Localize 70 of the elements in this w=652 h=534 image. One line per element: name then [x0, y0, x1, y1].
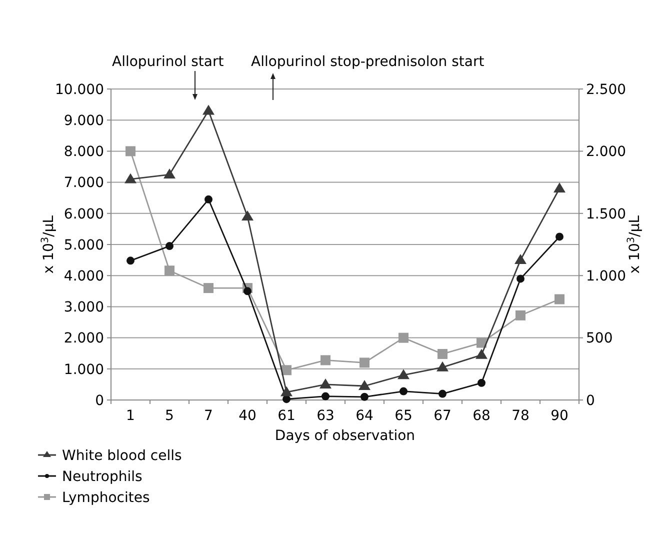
- y-tick-label: 10.000: [55, 82, 104, 98]
- point: [358, 380, 370, 390]
- x-tick-label: 68: [472, 408, 490, 424]
- y-tick-label: 4.000: [64, 268, 104, 284]
- x-tick-label: 64: [356, 408, 374, 424]
- point: [476, 338, 486, 348]
- y2-tick-label: 1.000: [586, 268, 626, 284]
- point: [202, 104, 214, 115]
- point: [282, 395, 290, 404]
- y-tick-label: 5.000: [64, 237, 104, 254]
- point: [514, 254, 526, 264]
- text: Allopurinol stop-prednisolon start: [251, 54, 485, 70]
- point: [164, 168, 176, 179]
- point: [398, 332, 408, 343]
- x-tick-label: 40: [238, 408, 256, 424]
- point: [166, 242, 174, 250]
- y-tick-label: 9.000: [64, 113, 104, 129]
- x-tick-label: 1: [126, 408, 135, 424]
- point: [436, 361, 448, 372]
- point: [360, 358, 370, 368]
- y2-tick-label: 1.500: [586, 206, 626, 222]
- legend-label: White blood cells: [62, 448, 182, 464]
- y-tick-label: 6.000: [64, 206, 104, 222]
- x-axis-title: Days of observation: [274, 428, 416, 444]
- point: [554, 294, 564, 304]
- y2-tick-label: 2.500: [586, 82, 626, 98]
- y-tick-label: 7.000: [64, 175, 104, 192]
- y-tick-label: 3.000: [64, 300, 104, 316]
- point: [438, 390, 446, 398]
- point: [280, 386, 292, 396]
- point: [242, 210, 254, 221]
- point: [478, 378, 486, 387]
- point: [282, 365, 292, 376]
- point: [516, 274, 524, 283]
- point: [554, 182, 566, 193]
- point: [204, 195, 212, 204]
- point: [244, 287, 252, 296]
- point: [516, 310, 526, 320]
- point: [320, 355, 330, 366]
- x-tick-label: 90: [550, 408, 568, 424]
- y-tick-label: 8.000: [64, 144, 104, 160]
- point: [124, 173, 136, 184]
- point: [400, 387, 408, 396]
- y-tick-label: 2.000: [64, 330, 104, 347]
- point: [204, 283, 214, 294]
- x-tick-label: 78: [512, 408, 530, 424]
- legend-label: Lymphocites: [62, 490, 150, 506]
- y2-tick-label: 0: [586, 392, 595, 409]
- point: [476, 348, 488, 359]
- point: [126, 146, 136, 156]
- y2-tick-label: 2.000: [586, 144, 626, 160]
- y-tick-label: 0: [95, 392, 104, 409]
- x-tick-label: 5: [165, 408, 174, 424]
- x-tick-label: 61: [278, 408, 296, 424]
- point: [360, 392, 368, 401]
- point: [322, 392, 330, 400]
- x-tick-label: 7: [204, 408, 213, 424]
- x-tick-label: 65: [394, 408, 412, 424]
- point: [556, 232, 564, 241]
- text: Allopurinol start: [112, 54, 224, 70]
- point: [438, 348, 448, 359]
- x-tick-label: 63: [316, 408, 334, 424]
- point: [164, 266, 174, 276]
- x-tick-label: 67: [434, 408, 452, 424]
- point: [126, 256, 134, 265]
- legend-label: Neutrophils: [62, 468, 142, 485]
- point: [320, 378, 332, 388]
- y-tick-label: 1.000: [64, 362, 104, 378]
- point: [398, 369, 410, 380]
- y2-tick-label: 500: [586, 330, 613, 347]
